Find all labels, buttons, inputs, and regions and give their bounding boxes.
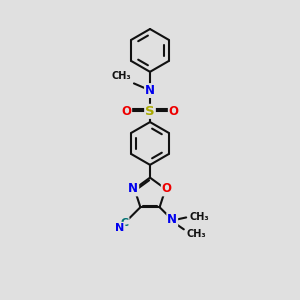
Text: O: O bbox=[121, 105, 131, 118]
Text: O: O bbox=[169, 105, 179, 118]
Text: S: S bbox=[145, 105, 155, 118]
Text: N: N bbox=[128, 182, 138, 195]
Text: O: O bbox=[162, 182, 172, 195]
Text: CH₃: CH₃ bbox=[189, 212, 209, 222]
Text: CH₃: CH₃ bbox=[186, 229, 206, 239]
Text: N: N bbox=[115, 223, 124, 233]
Text: C: C bbox=[121, 218, 129, 228]
Text: CH₃: CH₃ bbox=[111, 71, 131, 81]
Text: N: N bbox=[145, 84, 155, 97]
Text: N: N bbox=[167, 213, 177, 226]
